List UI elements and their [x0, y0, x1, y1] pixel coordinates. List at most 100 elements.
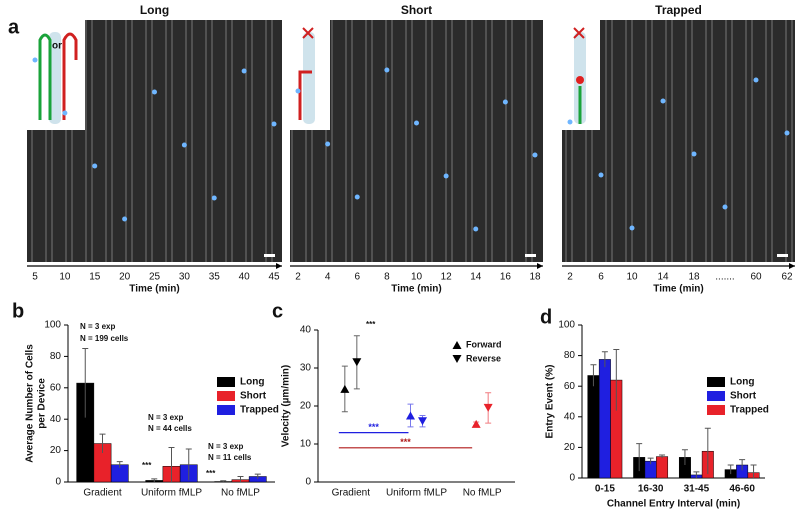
annotation: N = 11 cells	[208, 453, 252, 462]
significance-label: ***	[368, 422, 379, 432]
time-tick-label: 40	[239, 272, 251, 283]
time-tick-label: 18	[529, 272, 541, 283]
y-tick-label: 0	[569, 473, 575, 484]
legend-label: Trapped	[240, 405, 279, 416]
error-bar	[659, 454, 666, 459]
cell	[325, 141, 331, 147]
legend-label: Forward	[466, 339, 502, 349]
time-tick-label: 6	[598, 272, 604, 283]
y-tick-label: 20	[50, 445, 62, 456]
cell	[532, 152, 538, 158]
cell	[295, 88, 301, 94]
legend-swatch	[707, 405, 725, 415]
legend-swatch	[707, 377, 725, 387]
cell	[567, 119, 573, 125]
cell	[152, 89, 157, 95]
x-tick-label: 46-60	[729, 484, 755, 495]
time-tick-label: 4	[325, 272, 331, 283]
y-axis-label: Average Number of Cells	[25, 344, 36, 463]
cell	[443, 173, 449, 179]
legend-marker	[452, 341, 462, 349]
x-tick-label: No fMLP	[463, 488, 502, 499]
chart: c 0 10 20 30 40 Velocity (µm/min) Gradient Unifo…	[272, 300, 515, 499]
cell	[691, 151, 697, 157]
time-arrow	[537, 263, 543, 269]
y-tick-label: 40	[564, 411, 576, 422]
time-tick-label: 62	[781, 272, 793, 283]
annotation: ***	[366, 320, 376, 329]
inset-path	[298, 70, 312, 120]
scale-bar	[525, 254, 536, 257]
time-arrow	[276, 263, 282, 269]
time-tick-label: 2	[295, 272, 301, 283]
cell	[241, 68, 247, 74]
error-bar	[99, 433, 106, 453]
panel-label: d	[540, 306, 552, 328]
error-bar	[168, 446, 175, 482]
panel-label: a	[8, 16, 20, 38]
micrograph	[290, 20, 543, 262]
error-bar	[613, 348, 620, 411]
error-bar	[693, 471, 700, 478]
annotation: N = 199 cells	[80, 334, 129, 343]
time-tick-label: .......	[715, 272, 734, 283]
y-tick-label: 30	[300, 363, 312, 374]
cell	[211, 195, 217, 201]
legend-swatch	[217, 377, 235, 387]
cell	[271, 121, 277, 127]
point	[406, 411, 415, 420]
inset-cell	[576, 76, 584, 84]
time-tick-label: 60	[750, 272, 762, 283]
legend-label: Reverse	[466, 353, 501, 363]
legend-label: Long	[240, 377, 264, 388]
error-bar	[704, 427, 711, 475]
error-bar	[151, 478, 158, 482]
time-tick-label: 8	[384, 272, 390, 283]
y-tick-label: 100	[558, 320, 575, 331]
time-tick-label: 10	[411, 272, 423, 283]
error-bar	[82, 348, 89, 418]
error-bar	[727, 464, 734, 475]
error-bar	[647, 457, 654, 465]
cell	[502, 99, 508, 105]
y-tick-label: 80	[50, 351, 62, 362]
error-bar	[601, 351, 608, 368]
error-bar	[220, 480, 227, 482]
x-tick-label: 31-45	[684, 484, 710, 495]
cell	[32, 57, 38, 63]
y-tick-label: 10	[300, 439, 312, 450]
time-tick-label: 12	[441, 272, 453, 283]
image-title: Long	[140, 3, 169, 17]
cell	[598, 172, 604, 178]
significance-label: ***	[400, 437, 411, 447]
time-tick-label: 16	[500, 272, 512, 283]
cell	[354, 194, 360, 200]
y-tick-label: 0	[55, 477, 61, 488]
cell	[92, 163, 98, 169]
error-bar	[237, 476, 244, 482]
cell	[660, 98, 666, 104]
annotation: N = 44 cells	[148, 424, 192, 433]
panel-label: b	[12, 300, 24, 322]
cell	[722, 204, 728, 210]
point	[471, 419, 481, 428]
y-tick-label: 40	[300, 325, 312, 336]
x-tick-label: Gradient	[83, 488, 122, 499]
point	[483, 403, 493, 412]
point	[340, 384, 350, 393]
bar	[587, 375, 600, 479]
inset-channel	[49, 32, 61, 124]
error-bar	[185, 448, 192, 481]
annotation: N = 3 exp	[148, 413, 183, 422]
cell	[384, 67, 390, 73]
legend-swatch	[217, 405, 235, 415]
image-title: Trapped	[655, 3, 702, 17]
time-tick-label: 5	[32, 272, 38, 283]
cell	[629, 225, 635, 231]
y-axis-label: per Device	[37, 378, 48, 429]
cell	[414, 120, 419, 126]
y-tick-label: 80	[564, 350, 576, 361]
bar	[598, 359, 611, 479]
x-tick-label: Gradient	[332, 488, 371, 499]
